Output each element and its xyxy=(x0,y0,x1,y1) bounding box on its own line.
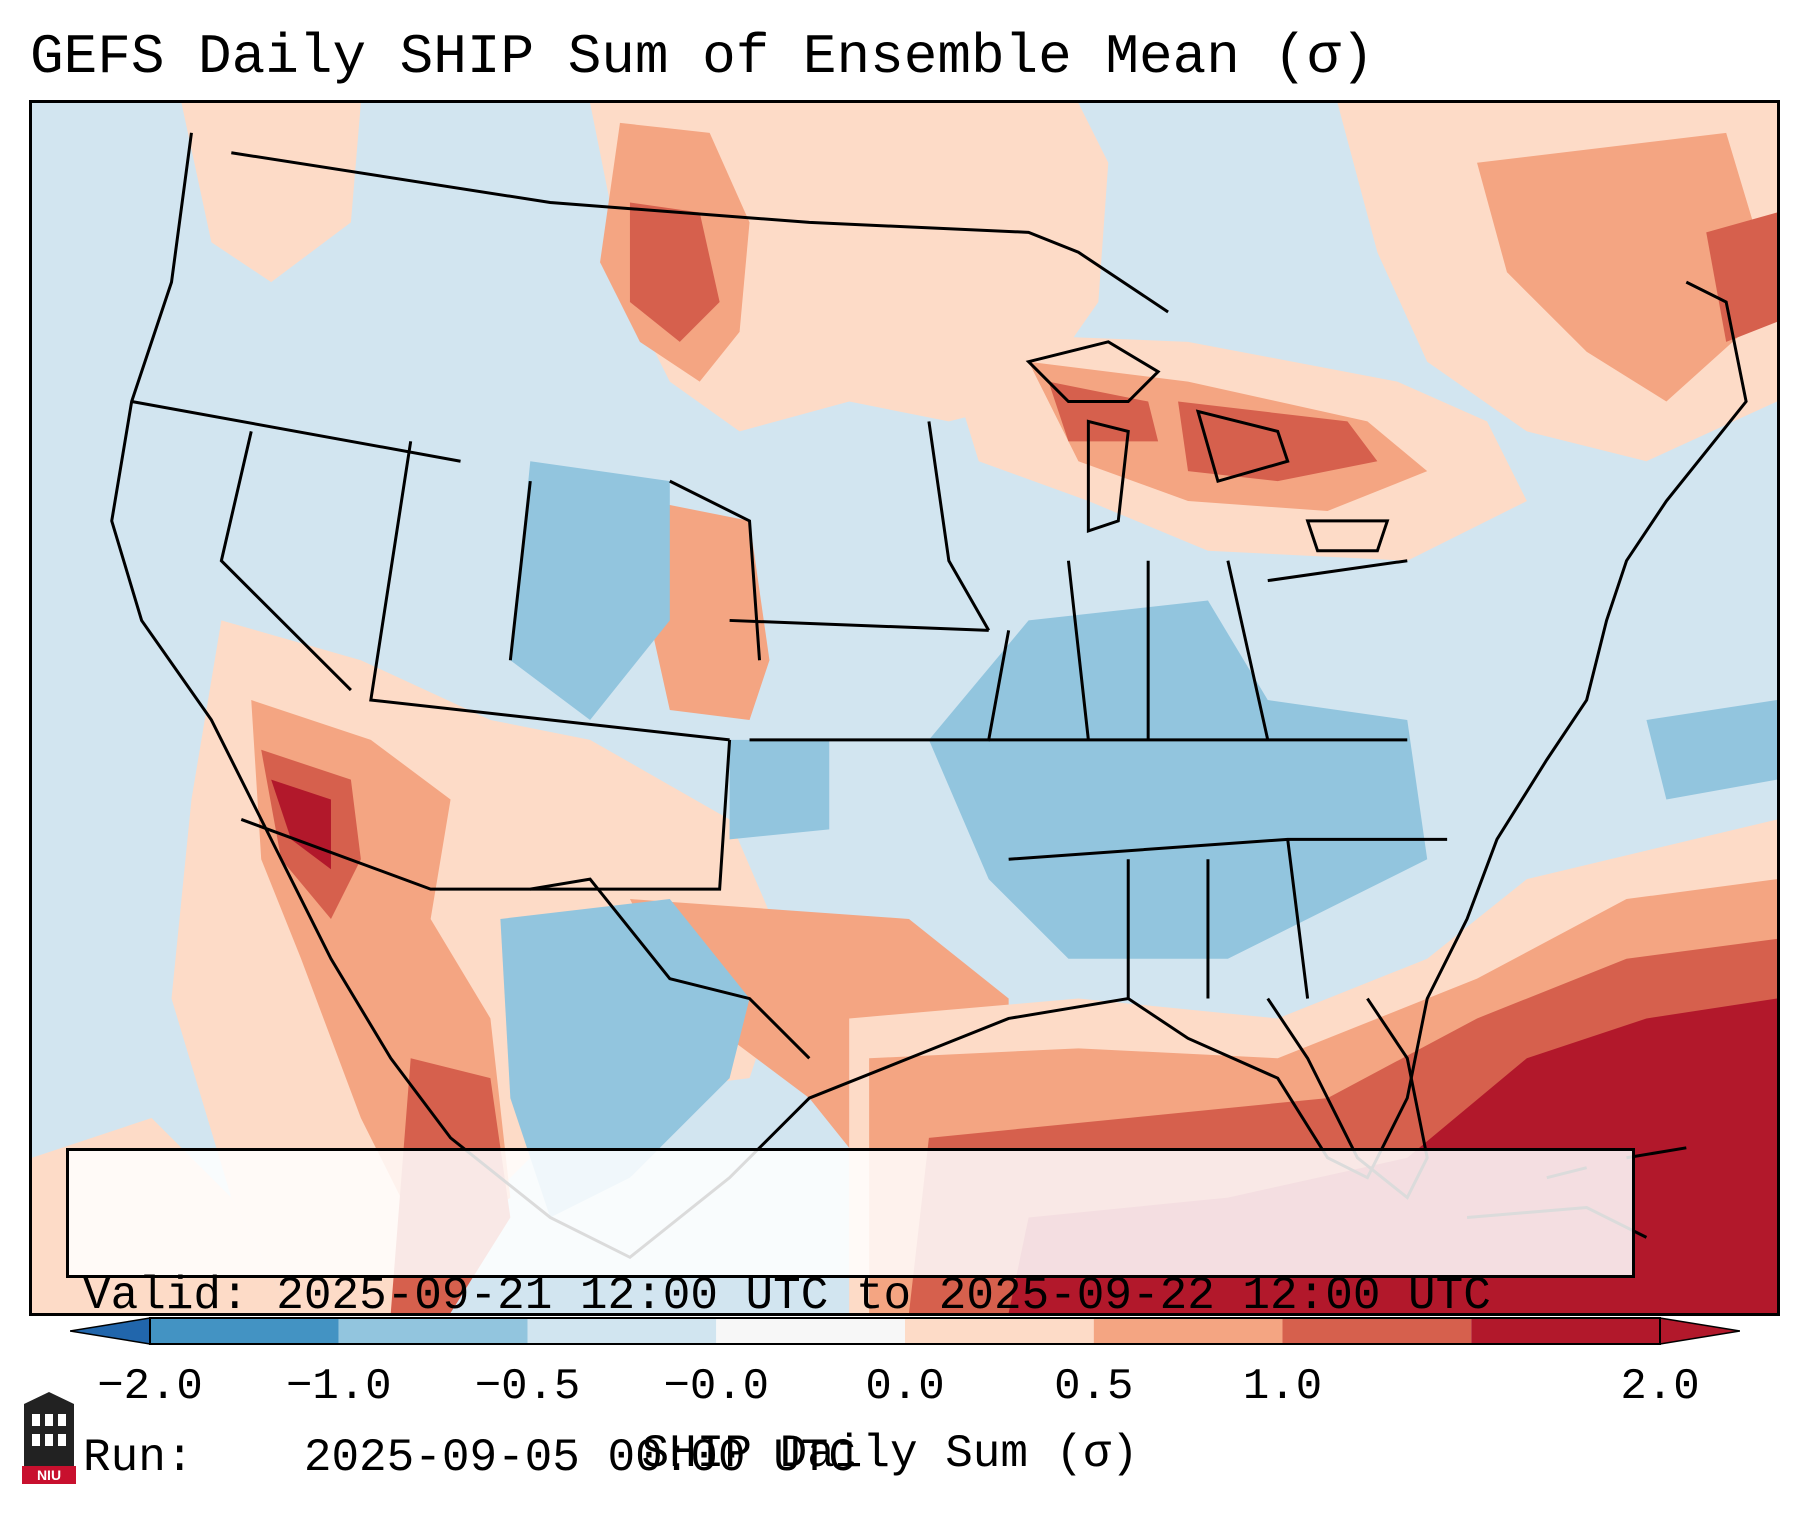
colorbar-segment xyxy=(338,1318,528,1344)
anomaly-region-pacific-northwest xyxy=(181,103,361,283)
cool-region-oklahoma xyxy=(729,739,830,840)
anomaly-region-great-lakes-dark xyxy=(1048,381,1378,482)
niu-logo-icon: NIU xyxy=(22,1392,76,1484)
cool-region-utah xyxy=(510,461,670,720)
valid-label: Valid: xyxy=(83,1270,249,1322)
niu-logo-text: NIU xyxy=(37,1467,61,1483)
cool-region-mexico xyxy=(500,899,750,1218)
colorbar-tick-label: −0.0 xyxy=(663,1362,770,1412)
colorbar-segment xyxy=(1093,1318,1283,1344)
colorbar-segments xyxy=(150,1318,1660,1344)
colorbar-extend-low xyxy=(70,1317,151,1345)
run-line: Run: 2025-09-05 00:00 UTC xyxy=(83,1431,1632,1485)
anomaly-region-maine-dark xyxy=(1706,212,1777,342)
colorbar-tick-label: −0.5 xyxy=(474,1362,581,1412)
map-title: GEFS Daily SHIP Sum of Ensemble Mean (σ) xyxy=(30,25,1375,89)
cool-region-southeast xyxy=(928,600,1428,959)
anomaly-region-northeast-core xyxy=(1477,132,1777,402)
colorbar-tick-label: 0.0 xyxy=(865,1362,945,1412)
colorbar-tick-label: −2.0 xyxy=(97,1362,203,1412)
great-lakes-outline xyxy=(1025,340,1390,553)
colorbar-segment xyxy=(150,1318,339,1344)
colorbar-tick-label: −1.0 xyxy=(285,1362,392,1412)
run-value: 2025-09-05 00:00 UTC xyxy=(303,1432,856,1484)
run-label: Run: xyxy=(83,1432,194,1484)
mexico-border xyxy=(240,818,811,1060)
conus-coastline xyxy=(110,132,1748,1260)
colorbar-extend-high xyxy=(1659,1317,1740,1345)
colorbar-tick-label: 1.0 xyxy=(1242,1362,1323,1412)
colorbar-outline xyxy=(149,1317,1661,1345)
colorbar-segment xyxy=(527,1318,717,1344)
canada-border xyxy=(231,151,1169,314)
valid-line: Valid: 2025-09-21 12:00 UTC to 2025-09-2… xyxy=(83,1269,1632,1323)
colorbar xyxy=(70,1317,1740,1345)
colorbar-tick-label: 0.5 xyxy=(1054,1362,1134,1412)
validity-info-box: Valid: 2025-09-21 12:00 UTC to 2025-09-2… xyxy=(66,1148,1635,1484)
colorbar-label: SHIP Daily Sum (σ) xyxy=(641,1428,1139,1480)
valid-value: 2025-09-21 12:00 UTC to 2025-09-22 12:00… xyxy=(276,1270,1491,1322)
colorbar-segment xyxy=(1471,1318,1660,1344)
colorbar-segment xyxy=(716,1318,905,1344)
anomaly-region-montana-core xyxy=(629,202,720,342)
colorbar-tick-label: 2.0 xyxy=(1620,1362,1700,1412)
map-frame xyxy=(29,100,1780,1316)
cool-anomaly-regions xyxy=(500,461,1777,1218)
colorbar-segment xyxy=(1282,1318,1472,1344)
cool-region-atlantic xyxy=(1646,700,1777,800)
map-canvas xyxy=(32,103,1777,1313)
anomaly-region-front-range xyxy=(649,501,770,720)
state-lines-east xyxy=(927,421,1448,999)
colorbar-segment xyxy=(905,1318,1094,1344)
